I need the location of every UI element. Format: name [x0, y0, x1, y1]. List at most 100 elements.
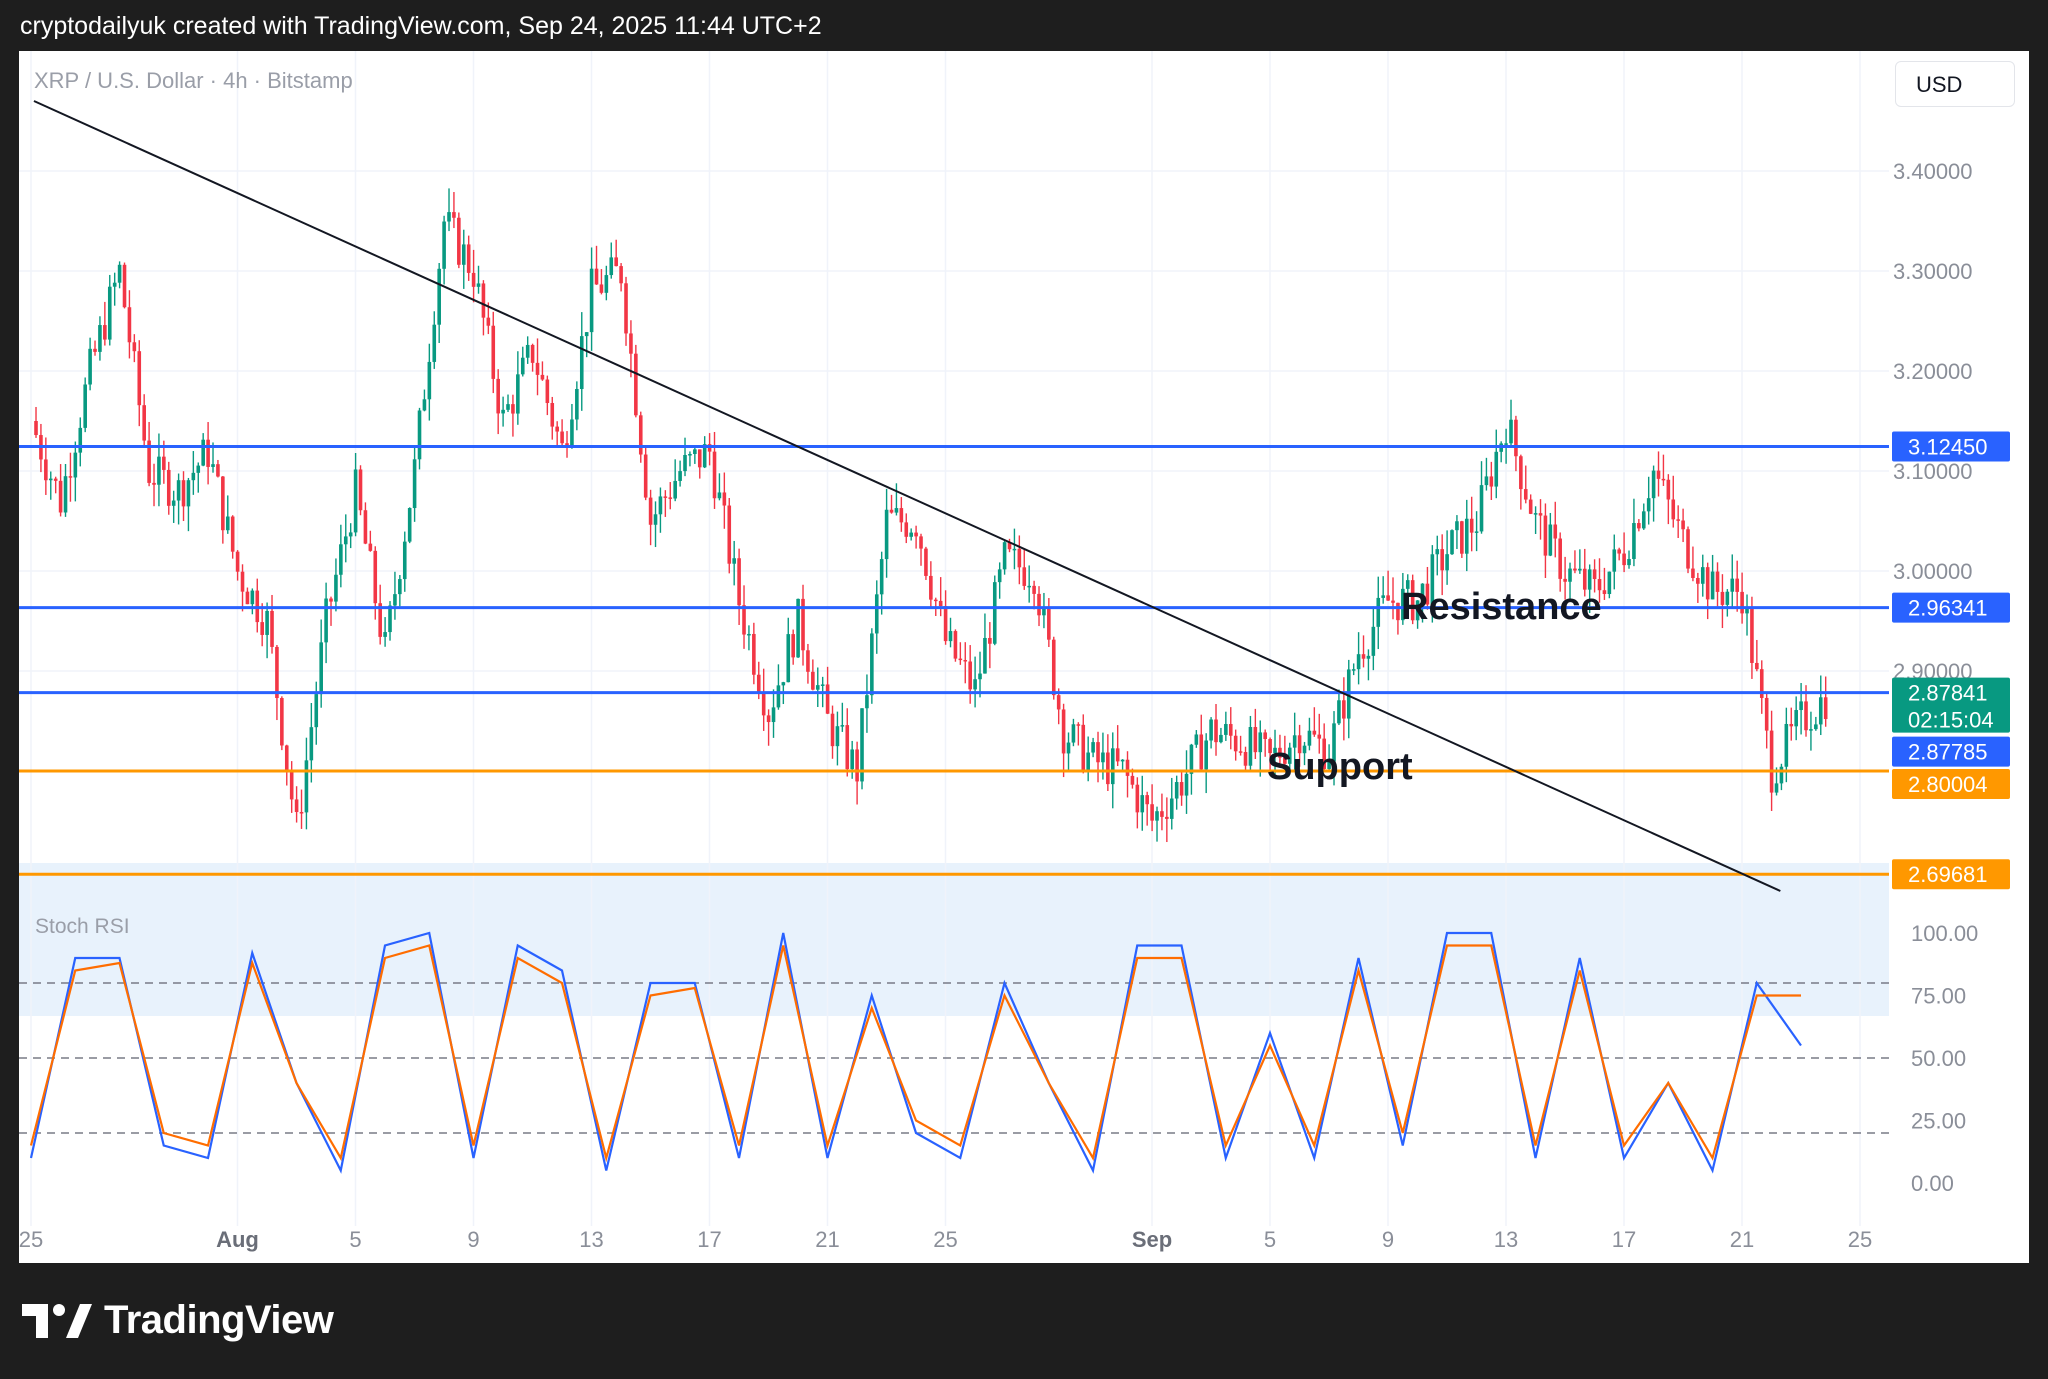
candle-body: [1445, 554, 1449, 571]
candle-body: [83, 384, 87, 428]
oscillator-label[interactable]: Stoch RSI: [35, 915, 130, 938]
stoch-tick-label: 0.00: [1911, 1171, 1954, 1196]
candle-body: [1460, 521, 1464, 554]
candle-body: [1587, 569, 1592, 590]
candle-body: [506, 404, 510, 410]
candle-body: [1543, 515, 1548, 556]
candle-body: [1691, 568, 1695, 578]
candle-body: [899, 508, 904, 523]
candle-body: [1106, 752, 1110, 785]
candle-body: [614, 257, 618, 267]
candle-body: [260, 622, 264, 635]
candle-body: [1651, 470, 1656, 499]
candle-body: [1061, 709, 1066, 754]
candle-body: [1145, 795, 1149, 805]
price-tag-label: 2.96341: [1908, 596, 1988, 621]
candle-body: [147, 440, 151, 483]
candle-body: [629, 333, 633, 354]
candle-body: [1681, 520, 1685, 530]
tradingview-logo-icon: [22, 1303, 92, 1338]
candle-body: [791, 634, 795, 658]
price-tick-label: 3.40000: [1893, 159, 1973, 184]
candle-body: [78, 427, 83, 453]
candle-body: [909, 532, 913, 537]
candle-body: [1582, 568, 1587, 590]
candle-body: [1735, 578, 1739, 592]
candle-body: [1823, 697, 1828, 720]
candle-body: [1450, 530, 1454, 555]
candle-body: [1012, 548, 1017, 551]
candle-body: [63, 476, 68, 513]
price-chart[interactable]: 3.400003.300003.200003.100003.000002.900…: [19, 51, 2029, 1263]
candle-body: [712, 451, 717, 499]
currency-button[interactable]: USD: [1895, 61, 2015, 107]
candle-body: [1356, 654, 1361, 670]
candle-body: [1022, 567, 1027, 586]
candle-body: [152, 482, 156, 485]
stoch-rsi-lines: [19, 931, 1889, 1174]
candle-body: [820, 684, 825, 686]
time-tick-label: 25: [1848, 1227, 1872, 1252]
candle-body: [575, 388, 579, 420]
candle-body: [1258, 732, 1263, 753]
price-tag: [1892, 768, 2010, 799]
candle-body: [486, 317, 491, 326]
candle-body: [1420, 583, 1425, 601]
candle-body: [501, 409, 505, 414]
candle-body: [53, 478, 58, 481]
candle-body: [191, 472, 196, 481]
candle-body: [1622, 553, 1626, 566]
candle-body: [186, 480, 191, 507]
candle-body: [988, 637, 992, 644]
chart-panel[interactable]: 3.40000 3.30000 3.20000 3.10000 3.00000 2.900…: [19, 51, 2029, 1263]
candle-body: [1401, 588, 1405, 621]
candle-body: [334, 574, 338, 602]
candle-body: [766, 715, 771, 723]
candle-body: [889, 509, 894, 513]
current-price-label: 2.87841: [1908, 681, 1988, 706]
candle-body: [1165, 816, 1169, 819]
candle-body: [1322, 738, 1326, 769]
candle-body: [1120, 759, 1125, 762]
candle-body: [112, 282, 117, 287]
candle-body: [1809, 729, 1813, 731]
candle-body: [796, 598, 800, 658]
candle-body: [1814, 724, 1818, 730]
levels: [19, 445, 1889, 876]
candle-body: [270, 610, 274, 647]
candle-body: [142, 405, 146, 441]
candle-body: [1150, 804, 1154, 821]
candle-body: [668, 497, 673, 499]
candle-body: [786, 634, 791, 683]
candle-body: [402, 541, 407, 580]
candle-body: [1799, 701, 1803, 711]
candle-body: [1661, 478, 1666, 481]
candle-body: [137, 351, 142, 406]
candle-body: [1297, 735, 1302, 754]
chart-caption: cryptodailyuk created with TradingView.c…: [20, 12, 822, 40]
candle-body: [1740, 591, 1744, 614]
symbol-title[interactable]: XRP / U.S. Dollar · 4h · Bitstamp: [34, 68, 353, 93]
candle-body: [1224, 724, 1228, 735]
candle-body: [516, 374, 520, 414]
candle-body: [953, 631, 958, 659]
candle-body: [673, 480, 677, 499]
candle-body: [1115, 748, 1120, 762]
candle-body: [1715, 571, 1720, 592]
trendline[interactable]: [33, 100, 1781, 892]
candle-body: [107, 286, 112, 340]
candle-body: [176, 480, 181, 501]
candle-body: [1764, 697, 1769, 731]
candle-body: [225, 516, 230, 531]
candle-body: [904, 522, 909, 537]
candle-body: [44, 459, 48, 481]
time-tick-label: 17: [1612, 1227, 1636, 1252]
candle-body: [1253, 727, 1258, 753]
candle-body: [378, 603, 382, 637]
candle-body: [929, 575, 933, 600]
candle-body: [1396, 602, 1400, 621]
candle-body: [1135, 784, 1140, 813]
countdown-label: 02:15:04: [1908, 708, 1994, 733]
candle-body: [678, 471, 682, 481]
candle-body: [1632, 523, 1636, 560]
